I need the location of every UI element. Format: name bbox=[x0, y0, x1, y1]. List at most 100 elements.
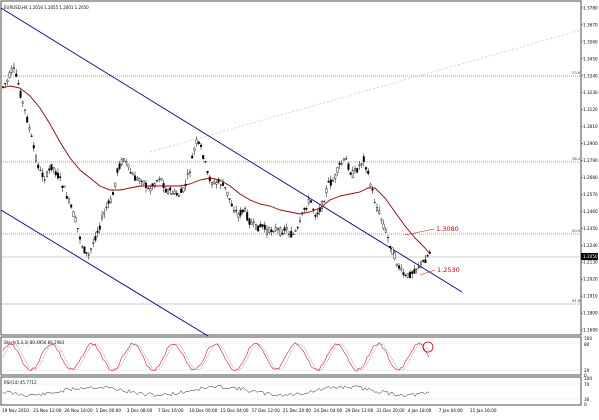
candle-body bbox=[373, 202, 376, 204]
candle-body bbox=[382, 223, 385, 229]
candle-body bbox=[87, 254, 90, 256]
price-axis-label: 1.2460 bbox=[583, 209, 598, 214]
candle-body bbox=[404, 275, 407, 277]
time-axis-label: 7 Dec 16:00 bbox=[158, 408, 184, 413]
candle-body bbox=[122, 158, 125, 162]
candle-body bbox=[76, 227, 79, 229]
candle-body bbox=[299, 219, 302, 223]
candle-body bbox=[325, 188, 328, 193]
candle-body bbox=[281, 232, 284, 235]
candle-body bbox=[259, 224, 262, 228]
time-axis-label: 19 Nov 2010 bbox=[2, 408, 29, 413]
price-axis-label: 1.3120 bbox=[583, 107, 598, 112]
candle-body bbox=[261, 224, 264, 227]
candle-body bbox=[155, 180, 158, 182]
candle-body bbox=[59, 176, 62, 178]
candle-body bbox=[160, 178, 163, 181]
candle-body bbox=[323, 201, 326, 203]
candle-body bbox=[129, 172, 132, 174]
candle-body bbox=[213, 181, 216, 184]
candle-body bbox=[133, 175, 136, 181]
time-axis-label: 17 Dec 12:00 bbox=[252, 408, 280, 413]
candle-body bbox=[103, 211, 106, 215]
candle-body bbox=[332, 180, 335, 182]
stochastic-pane bbox=[0, 336, 582, 376]
price-axis-label: 1.3230 bbox=[583, 90, 598, 95]
candle-body bbox=[417, 266, 420, 268]
candle-body bbox=[334, 174, 337, 180]
candle-body bbox=[100, 215, 103, 219]
candle-body bbox=[39, 170, 42, 172]
candle-body bbox=[2, 86, 5, 88]
candle-body bbox=[340, 163, 343, 165]
candle-body bbox=[250, 222, 253, 225]
candle-body bbox=[292, 233, 295, 235]
candle-body bbox=[389, 245, 392, 248]
price-axis-label: 1.2130 bbox=[583, 260, 598, 265]
candle-body bbox=[109, 198, 112, 204]
candle-body bbox=[8, 72, 11, 78]
candle-body bbox=[26, 116, 29, 123]
candle-body bbox=[248, 218, 251, 225]
candle-body bbox=[263, 224, 266, 230]
price-axis-label: 1.2790 bbox=[583, 158, 598, 163]
candle-body bbox=[78, 236, 81, 240]
candle-body bbox=[17, 82, 20, 85]
candle-body bbox=[307, 198, 310, 204]
time-axis-label: 15 Dec 04:00 bbox=[220, 408, 248, 413]
candle-body bbox=[48, 168, 51, 171]
candle-body bbox=[228, 198, 231, 200]
candle-body bbox=[371, 188, 374, 191]
resistance-callout: 1.3080 bbox=[404, 225, 459, 236]
candle-body bbox=[285, 227, 288, 230]
candle-body bbox=[378, 210, 381, 214]
candle-body bbox=[195, 139, 198, 144]
support-value: 1.2530 bbox=[437, 266, 460, 274]
time-axis-label: 24 Dec 04:00 bbox=[314, 408, 342, 413]
stoch-level-80: 80 bbox=[584, 342, 590, 347]
candle-body bbox=[314, 214, 317, 217]
price-candles bbox=[2, 62, 431, 279]
price-axis-label: 1.2570 bbox=[583, 192, 598, 197]
candle-body bbox=[288, 233, 291, 235]
candle-body bbox=[279, 227, 282, 236]
candle-body bbox=[32, 145, 35, 149]
candle-body bbox=[37, 164, 40, 169]
stoch-level-20: 20 bbox=[584, 368, 590, 373]
candle-body bbox=[345, 158, 348, 160]
time-axis-label: 1 Dec 00:00 bbox=[96, 408, 122, 413]
candle-body bbox=[391, 247, 394, 255]
candle-body bbox=[219, 184, 222, 186]
candle-body bbox=[57, 172, 60, 179]
candle-body bbox=[354, 168, 357, 171]
candle-body bbox=[384, 229, 387, 233]
candle-body bbox=[411, 271, 414, 274]
candle-body bbox=[413, 269, 416, 274]
fib-label-236: 23.6 bbox=[572, 70, 581, 75]
candle-body bbox=[153, 183, 156, 187]
candle-body bbox=[74, 217, 77, 223]
candle-body bbox=[180, 188, 183, 193]
channel-lower-line[interactable] bbox=[0, 209, 209, 337]
candle-body bbox=[138, 178, 141, 181]
candle-body bbox=[400, 267, 403, 271]
candle-body bbox=[367, 170, 370, 174]
candle-body bbox=[202, 155, 205, 159]
candle-body bbox=[46, 171, 49, 177]
resistance-value: 1.3080 bbox=[436, 225, 459, 233]
candle-body bbox=[422, 260, 425, 262]
candle-body bbox=[116, 168, 119, 173]
time-axis-label: 23 Nov 12:00 bbox=[33, 408, 62, 413]
candle-body bbox=[89, 248, 92, 250]
candle-body bbox=[63, 185, 66, 188]
candle-body bbox=[206, 170, 209, 174]
stoch-level-100: 100 bbox=[584, 336, 592, 341]
channel-upper-line[interactable] bbox=[0, 7, 463, 293]
candle-body bbox=[316, 212, 319, 215]
candle-body bbox=[193, 148, 196, 151]
price-axis-label: 1.3780 bbox=[583, 6, 598, 11]
candle-body bbox=[310, 200, 313, 203]
candle-body bbox=[277, 228, 280, 230]
candle-body bbox=[61, 185, 64, 189]
